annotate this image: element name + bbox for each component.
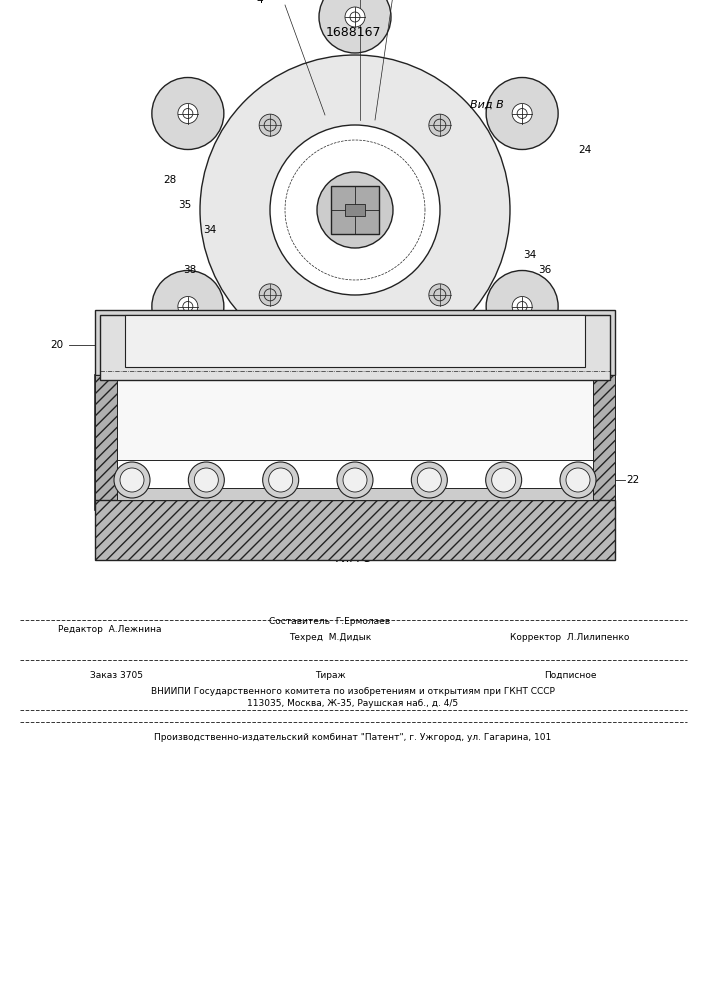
Text: Тираж: Тираж — [315, 670, 345, 680]
Text: 38: 38 — [183, 265, 197, 275]
Text: 24: 24 — [578, 145, 592, 155]
Bar — [345, 204, 365, 216]
Text: Вид В: Вид В — [470, 100, 504, 110]
Text: 34: 34 — [523, 250, 537, 260]
Circle shape — [345, 7, 365, 27]
Circle shape — [491, 468, 515, 492]
Text: 36: 36 — [538, 265, 551, 275]
Circle shape — [343, 468, 367, 492]
Circle shape — [194, 468, 218, 492]
Text: 4: 4 — [257, 0, 263, 5]
Bar — [117, 377, 593, 460]
Text: Корректор  Л.Лилипенко: Корректор Л.Лилипенко — [510, 634, 630, 643]
Circle shape — [429, 284, 451, 306]
Circle shape — [200, 55, 510, 365]
Text: Составитель  Г.Ермолаев: Составитель Г.Ермолаев — [269, 617, 390, 626]
Circle shape — [114, 462, 150, 498]
Circle shape — [512, 104, 532, 123]
Text: 41: 41 — [349, 527, 361, 537]
Bar — [95, 310, 615, 375]
Circle shape — [337, 462, 373, 498]
Circle shape — [188, 462, 224, 498]
Circle shape — [259, 114, 281, 136]
Text: 113035, Москва, Ж-35, Раушская наб., д. 4/5: 113035, Москва, Ж-35, Раушская наб., д. … — [247, 700, 459, 708]
Text: 28: 28 — [163, 175, 177, 185]
Circle shape — [317, 172, 393, 248]
Circle shape — [120, 468, 144, 492]
Text: 42: 42 — [130, 527, 144, 537]
Circle shape — [270, 125, 440, 295]
Circle shape — [566, 468, 590, 492]
Text: 40: 40 — [313, 420, 327, 430]
Text: Техред  М.Дидык: Техред М.Дидык — [289, 634, 371, 643]
Bar — [95, 375, 117, 510]
Bar — [117, 488, 593, 500]
Bar — [593, 375, 615, 510]
Circle shape — [486, 271, 558, 343]
Circle shape — [152, 270, 224, 342]
Text: Заказ 3705: Заказ 3705 — [90, 670, 143, 680]
Text: Производственно-издательский комбинат "Патент", г. Ужгород, ул. Гагарина, 101: Производственно-издательский комбинат "П… — [154, 734, 551, 742]
Text: 20: 20 — [50, 340, 64, 350]
Bar — [331, 186, 379, 234]
Circle shape — [152, 78, 224, 149]
Text: Редактор  А.Лежнина: Редактор А.Лежнина — [58, 626, 162, 635]
Text: 34: 34 — [204, 225, 216, 235]
Text: ВНИИПИ Государственного комитета по изобретениям и открытиям при ГКНТ СССР: ВНИИПИ Государственного комитета по изоб… — [151, 688, 555, 696]
Text: Подписное: Подписное — [544, 670, 596, 680]
Circle shape — [178, 296, 198, 316]
Circle shape — [486, 462, 522, 498]
Text: 1688167: 1688167 — [325, 25, 381, 38]
Circle shape — [429, 114, 451, 136]
Circle shape — [512, 297, 532, 317]
Bar — [95, 375, 615, 510]
Text: 35: 35 — [178, 200, 192, 210]
Circle shape — [345, 393, 365, 413]
Text: Τиг. 5: Τиг. 5 — [334, 552, 372, 564]
Bar — [95, 500, 615, 560]
Circle shape — [486, 78, 558, 149]
Circle shape — [263, 462, 298, 498]
Text: 22: 22 — [626, 475, 640, 485]
Circle shape — [417, 468, 441, 492]
Text: Τиг. 4.: Τиг. 4. — [349, 444, 391, 456]
Circle shape — [259, 284, 281, 306]
Bar — [125, 315, 585, 367]
Circle shape — [411, 462, 448, 498]
Circle shape — [319, 0, 391, 53]
Circle shape — [269, 468, 293, 492]
Circle shape — [178, 104, 198, 123]
Bar — [100, 315, 610, 380]
Circle shape — [319, 367, 391, 439]
Circle shape — [560, 462, 596, 498]
